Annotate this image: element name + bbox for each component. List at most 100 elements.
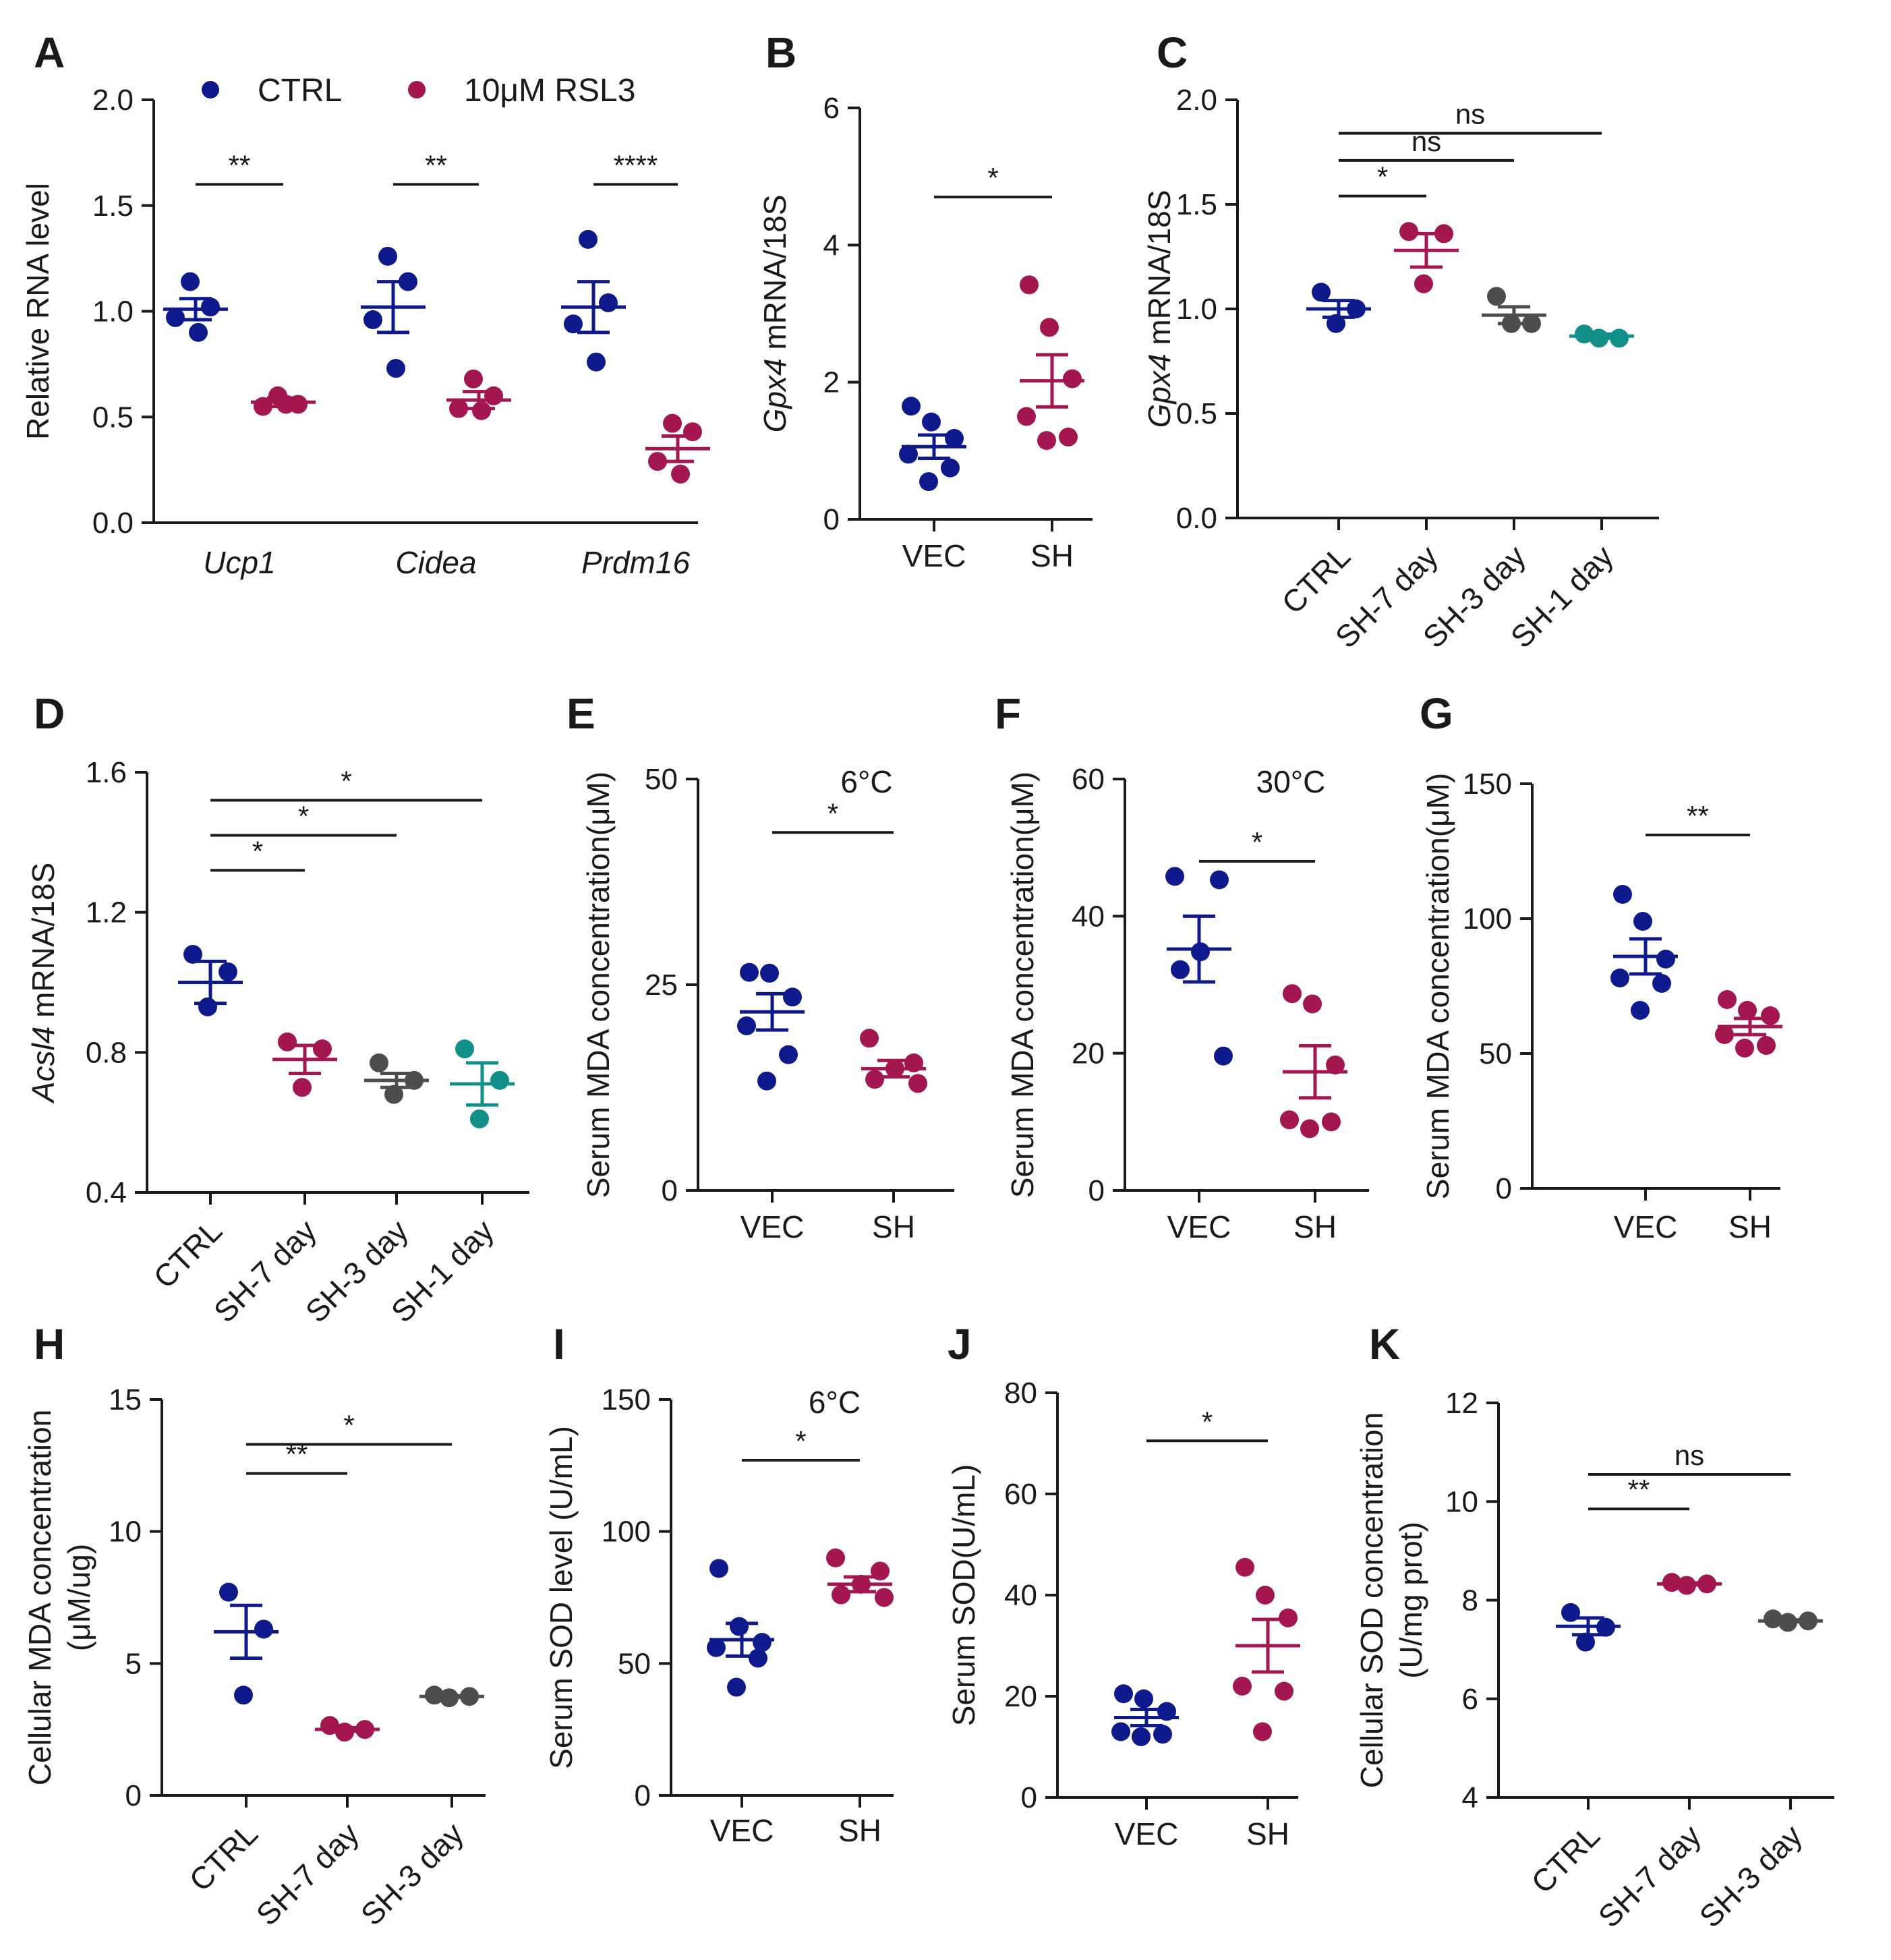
data-point	[1235, 1557, 1254, 1577]
data-point	[1059, 428, 1078, 446]
data-group	[860, 1029, 927, 1093]
data-point	[1210, 870, 1229, 890]
x-category-label: SH	[1728, 1209, 1772, 1244]
y-tick-label: 150	[1463, 768, 1512, 801]
y-tick-label: 0	[635, 1779, 651, 1812]
data-point	[1233, 1677, 1252, 1696]
y-tick-label: 60	[1072, 763, 1105, 796]
data-point	[1132, 1727, 1151, 1746]
panel-h: H 0 5 10 15 Cellular MDA concentration (μM/ug)…	[22, 1320, 486, 1932]
panel-letter: D	[34, 689, 65, 738]
data-group	[1306, 283, 1371, 333]
x-category-label: VEC	[1115, 1816, 1179, 1851]
data-group	[707, 1559, 774, 1697]
x-category-label: CTRL	[1524, 1818, 1606, 1900]
y-tick-label: 50	[1479, 1037, 1512, 1070]
data-point	[313, 1039, 332, 1059]
y-axis-title: Acsl4 mRNA/18S	[26, 863, 61, 1104]
data-group	[1610, 885, 1678, 1020]
data-point	[1487, 287, 1506, 306]
y-tick-label: 20	[1004, 1680, 1037, 1713]
significance-label: *	[1202, 1406, 1213, 1437]
y-tick-label: 0	[125, 1779, 142, 1812]
significance-label: ns	[1412, 125, 1441, 157]
y-tick-label: 40	[1072, 900, 1105, 933]
y-tick-label: 1.2	[86, 896, 127, 929]
y-tick-label: 100	[1463, 902, 1512, 935]
data-point	[1652, 974, 1671, 993]
panel-letter: I	[553, 1320, 565, 1368]
y-tick-label: 20	[1072, 1037, 1105, 1070]
data-point	[564, 314, 583, 334]
data-point	[363, 310, 382, 330]
data-point	[278, 1032, 297, 1051]
data-point	[760, 963, 779, 983]
y-tick-label: 12	[1445, 1387, 1478, 1420]
significance-label: *	[252, 835, 263, 867]
data-point	[1576, 1632, 1595, 1652]
data-group	[737, 962, 805, 1091]
data-point	[484, 386, 503, 405]
data-point	[1280, 1110, 1299, 1130]
data-point	[1326, 1055, 1345, 1074]
data-point	[472, 401, 491, 420]
data-point	[683, 422, 702, 442]
y-axis-title-rest: mRNA/18S	[26, 863, 61, 1027]
y-tick-label: 0.5	[92, 401, 134, 434]
data-point	[860, 1029, 879, 1048]
data-point	[1171, 960, 1190, 979]
data-point	[455, 1039, 474, 1059]
y-tick-label: 1.0	[92, 295, 134, 328]
panel-e: E 0 25 50 Serum MDA concentration(μM) VEC SH *6…	[566, 689, 954, 1244]
y-axis-title: Cellular SOD concentration	[1354, 1412, 1389, 1788]
x-category-label: SH	[1030, 538, 1074, 573]
data-point	[1761, 1006, 1780, 1025]
y-tick-label: 2.0	[92, 84, 134, 117]
data-group	[446, 369, 511, 420]
y-axis-title-unit: (μM/ug)	[61, 1544, 96, 1651]
data-point	[663, 413, 682, 433]
data-group	[364, 1053, 429, 1104]
data-point	[1214, 1046, 1233, 1066]
y-tick-label: 0	[1021, 1781, 1037, 1814]
data-point	[464, 369, 483, 388]
data-point	[1279, 1608, 1298, 1627]
y-tick-label: 1.0	[1176, 293, 1217, 326]
significance-label: *	[827, 797, 838, 829]
y-tick-label: 0.0	[1176, 502, 1217, 535]
legend: CTRL 10μM RSL3	[202, 73, 635, 109]
data-point	[737, 1016, 756, 1035]
significance-label: **	[1628, 1474, 1650, 1505]
data-point	[865, 1070, 884, 1089]
y-axis-title: Serum SOD(U/mL)	[946, 1464, 981, 1726]
data-point	[740, 962, 759, 982]
data-group	[1111, 1684, 1179, 1746]
condition-note: 6°C	[840, 764, 892, 799]
significance-label: *	[795, 1425, 806, 1457]
panel-j: J 0 20 40 60 80 Serum SOD(U/mL) VEC SH *	[946, 1320, 1300, 1851]
data-point	[384, 1085, 403, 1104]
y-axis-title-gene: Gpx4	[1142, 353, 1177, 428]
data-point	[181, 272, 200, 291]
condition-note: 6°C	[809, 1385, 861, 1420]
y-tick-label: 8	[1462, 1584, 1478, 1617]
data-point	[671, 464, 690, 484]
data-point	[254, 1619, 273, 1639]
data-point	[1165, 867, 1184, 886]
data-point	[1631, 1001, 1650, 1020]
data-point	[1633, 912, 1652, 931]
y-axis-title: Cellular MDA concentration	[22, 1410, 57, 1785]
y-axis-title: Gpx4 mRNA/18S	[1142, 190, 1177, 428]
data-point	[219, 1582, 238, 1602]
y-tick-label: 40	[1004, 1579, 1037, 1612]
data-point	[198, 997, 217, 1016]
data-point	[783, 987, 802, 1007]
y-tick-label: 0	[1496, 1172, 1512, 1205]
data-group	[163, 272, 228, 342]
y-tick-label: 2.0	[1176, 84, 1217, 117]
significance-label: ns	[1675, 1439, 1704, 1471]
data-point	[832, 1585, 850, 1605]
legend-marker-rsl3	[408, 81, 426, 98]
y-tick-label: 0	[662, 1174, 678, 1207]
y-axis-title: Serum MDA concentration(μM)	[581, 772, 616, 1198]
